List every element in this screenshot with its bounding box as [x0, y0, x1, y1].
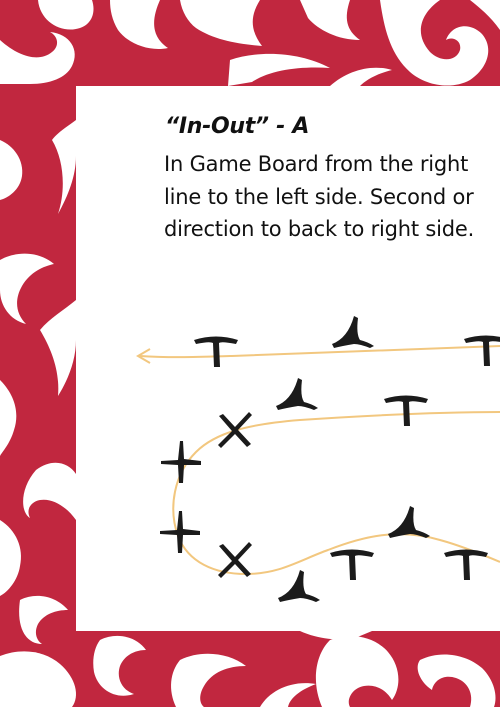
- game-piece: [160, 511, 200, 553]
- direction-arrow-icon: [136, 348, 151, 364]
- description-line-2: line to the left side. Second or: [164, 185, 474, 209]
- game-piece: [330, 549, 374, 580]
- content-panel: [76, 86, 500, 631]
- game-piece: [194, 336, 238, 367]
- game-piece: [161, 441, 201, 483]
- section-title: “In-Out” - A: [165, 114, 310, 139]
- game-piece: [464, 335, 500, 366]
- game-piece: [276, 378, 318, 410]
- game-piece: [388, 506, 430, 538]
- game-piece: [444, 549, 488, 580]
- description-line-3: direction to back to right side.: [164, 217, 475, 241]
- description-line-1: In Game Board from the right: [164, 152, 469, 176]
- game-piece: [218, 412, 252, 448]
- game-piece: [278, 570, 320, 602]
- game-piece: [384, 395, 428, 426]
- movement-path-top: [139, 345, 500, 359]
- game-piece: [332, 316, 374, 348]
